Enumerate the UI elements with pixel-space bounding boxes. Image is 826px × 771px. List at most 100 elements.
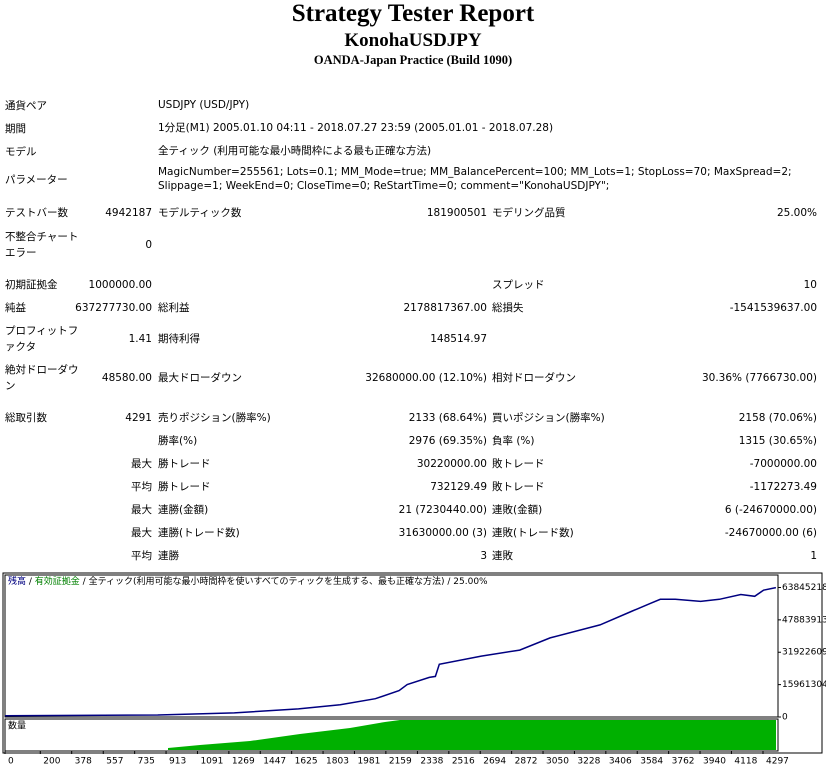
- x-tick-label: 913: [169, 757, 186, 767]
- stat-value: 31630000.00 (3): [398, 527, 487, 539]
- legend-balance: 残高: [8, 575, 26, 587]
- x-tick-label: 3762: [672, 757, 695, 767]
- stats-row: 純益 637277730.00 総利益 2178817367.00 総損失 -154153…: [0, 288, 826, 328]
- stat-label: 連勝(トレード数): [158, 527, 240, 539]
- x-tick-label: 557: [106, 757, 123, 767]
- stat-value: 1000000.00: [88, 279, 152, 291]
- stat-value: 1.41: [128, 333, 152, 345]
- lots-area: [168, 720, 776, 750]
- info-value: 1分足(M1) 2005.01.10 04:11 - 2018.07.27 23…: [158, 122, 554, 134]
- stats-row: 絶対ドローダウン 48580.00 最大ドローダウン 32680000.00 (12.…: [0, 358, 826, 398]
- x-tick-label: 2159: [389, 757, 412, 767]
- x-tick-label: 2516: [452, 757, 475, 767]
- stats-row: 不整合チャートエラー 0: [0, 225, 826, 265]
- stat-label: 最大ドローダウン: [158, 372, 242, 384]
- x-tick-label: 3050: [546, 757, 569, 767]
- stats-row: 最大 連勝(トレード数) 31630000.00 (3) 連敗(トレード数) -2467…: [0, 513, 826, 553]
- stat-label: 敗トレード: [492, 481, 545, 493]
- y-tick-label: 0: [782, 713, 788, 723]
- plot-area: [4, 574, 779, 718]
- stat-label: 純益: [5, 302, 26, 314]
- x-tick-label: 735: [138, 757, 155, 767]
- stat-value: 732129.49: [430, 481, 487, 493]
- stat-label: テストバー数: [5, 207, 68, 219]
- stat-label: 売りポジション(勝率%): [158, 412, 271, 424]
- stat-value: 6 (-24670000.00): [724, 504, 817, 516]
- x-tick-label: 3228: [577, 757, 600, 767]
- stat-label: 連敗: [492, 550, 513, 562]
- stat-value: 1: [810, 550, 817, 562]
- stats-row: テストバー数 4942187 モデルティック数 181900501 モデリング品質 25.…: [0, 193, 826, 233]
- info-value: 全ティック (利用可能な最小時間枠による最も正確な方法): [158, 145, 432, 157]
- stat-value: 3: [480, 550, 487, 562]
- y-tick-label: 15961304: [782, 680, 826, 690]
- x-tick-label: 1625: [295, 757, 318, 767]
- stat-value: 181900501: [426, 207, 487, 219]
- stat-value: 2976 (69.35%): [408, 435, 487, 447]
- legend-model: 全ティック(利用可能な最小時間枠を使いすべてのティックを生成する、最も正確な方法…: [89, 575, 445, 587]
- balance-line: [4, 586, 777, 717]
- lots-label: 数量: [8, 720, 26, 732]
- stat-label: プロフィットファクタ: [5, 325, 79, 353]
- stat-value: 4291: [125, 412, 152, 424]
- x-tick-label: 1447: [263, 757, 286, 767]
- y-tick-label: 47883913: [782, 615, 826, 625]
- x-tick-label: 1981: [357, 757, 380, 767]
- x-tick-label: 378: [75, 757, 92, 767]
- stat-label: 連勝(金額): [158, 504, 209, 516]
- stat-value: 1315 (30.65%): [738, 435, 817, 447]
- stat-value: 637277730.00: [75, 302, 152, 314]
- stat-value: 2178817367.00: [403, 302, 487, 314]
- stat-value: 148514.97: [430, 333, 487, 345]
- x-tick-label: 2694: [483, 757, 506, 767]
- stat-label: 総損失: [492, 302, 524, 314]
- stat-value: 0: [145, 239, 152, 251]
- report-title: Strategy Tester Report: [291, 0, 535, 27]
- legend: 残高 / 有効証拠金 / 全ティック(利用可能な最小時間枠を使いすべてのティック…: [8, 575, 488, 587]
- stat-value: 10: [803, 279, 817, 291]
- info-label: モデル: [5, 146, 37, 158]
- balance-chart: 数量 残高 / 有効証拠金 / 全ティック(利用可能な最小時間枠を使いすべてのテ…: [2, 572, 826, 767]
- x-tick-label: 1803: [326, 757, 349, 767]
- stat-label: 連勝: [158, 550, 179, 562]
- x-tick-label: 1269: [232, 757, 255, 767]
- stats-row: 総取引数 4291 売りポジション(勝率%) 2133 (68.64%) 買いポジション…: [0, 398, 826, 438]
- legend-equity: 有効証拠金: [35, 575, 80, 587]
- stat-value: 30220000.00: [416, 458, 487, 470]
- stat-label: 連敗(トレード数): [492, 527, 574, 539]
- stat-value: 平均: [131, 481, 152, 493]
- legend-quality: 25.00%: [453, 577, 488, 587]
- stat-label: 連敗(金額): [492, 504, 543, 516]
- stat-label: 買いポジション(勝率%): [492, 412, 605, 424]
- stat-value: 最大: [131, 458, 152, 470]
- stat-value: 最大: [131, 527, 152, 539]
- x-tick-label: 4297: [766, 757, 789, 767]
- x-tick-label: 3584: [640, 757, 663, 767]
- stat-value: -24670000.00 (6): [724, 527, 817, 539]
- stat-label: 期待利得: [158, 333, 200, 345]
- stat-label: 初期証拠金: [5, 279, 58, 291]
- stat-label: 勝トレード: [158, 481, 211, 493]
- stat-value: 30.36% (7766730.00): [701, 372, 817, 384]
- stats-row: プロフィットファクタ 1.41 期待利得 148514.97: [0, 319, 826, 359]
- stat-value: 32680000.00 (12.10%): [365, 372, 487, 384]
- info-label: 期間: [5, 123, 26, 135]
- stats-row: 最大 勝トレード 30220000.00 敗トレード -7000000.00: [0, 444, 826, 484]
- x-tick-label: 2872: [515, 757, 538, 767]
- stats-row: 平均 連勝 3 連敗 1: [0, 536, 826, 576]
- info-label: 通貨ペア: [5, 100, 47, 112]
- stat-label: 総取引数: [5, 412, 47, 424]
- stat-label: スプレッド: [492, 279, 545, 291]
- stat-value: 2158 (70.06%): [738, 412, 817, 424]
- stat-label: モデリング品質: [492, 207, 566, 219]
- stat-value: 最大: [131, 504, 152, 516]
- y-tick-label: 31922609: [782, 648, 826, 658]
- stat-value: 21 (7230440.00): [398, 504, 487, 516]
- stats-row: 最大 連勝(金額) 21 (7230440.00) 連敗(金額) 6 (-2467000…: [0, 490, 826, 530]
- expert-name: KonohaUSDJPY: [344, 30, 482, 51]
- stat-label: 負率 (%): [492, 435, 535, 447]
- x-tick-label: 200: [43, 757, 60, 767]
- stat-label: 絶対ドローダウン: [5, 364, 79, 392]
- x-tick-label: 3940: [703, 757, 726, 767]
